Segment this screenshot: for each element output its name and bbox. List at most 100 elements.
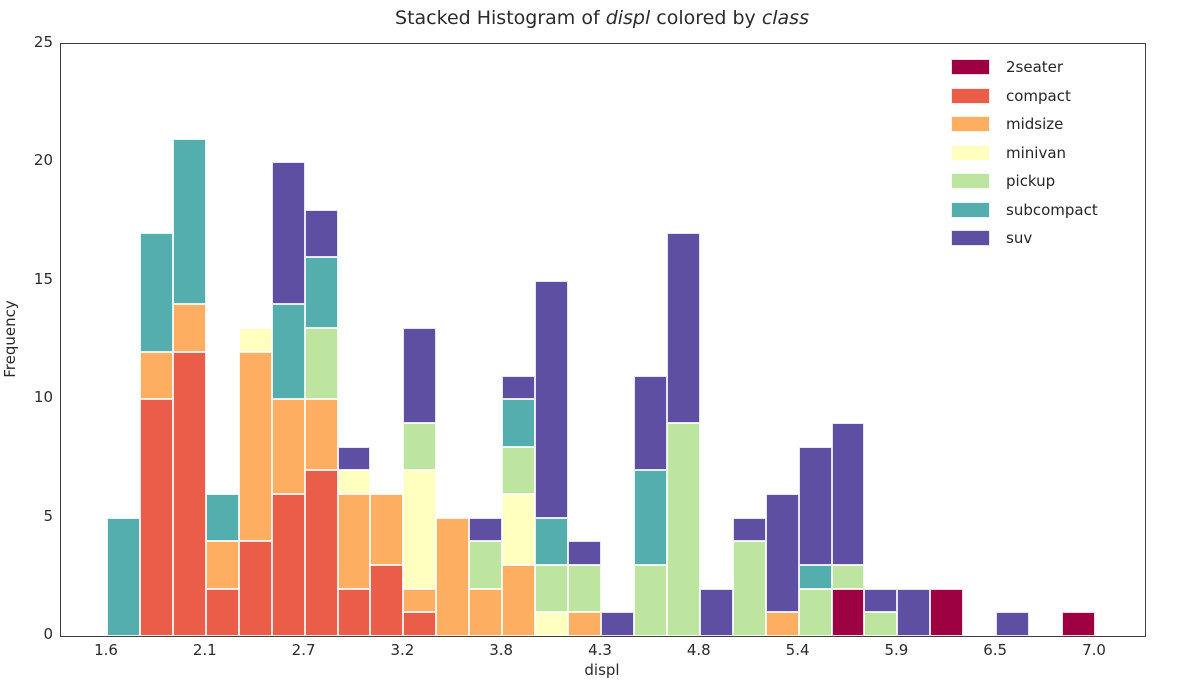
bar-segment-compact — [139, 399, 173, 636]
bar-segment-midsize — [436, 517, 470, 636]
bar-segment-midsize — [271, 399, 305, 494]
legend-label: 2seater — [1006, 58, 1064, 76]
bar-segment-compact — [403, 612, 437, 636]
x-tick-label: 5.4 — [785, 641, 810, 659]
bar-segment-midsize — [502, 564, 536, 636]
bar-segment-minivan — [502, 493, 536, 565]
bar-segment-minivan — [337, 470, 371, 494]
bar-segment-compact — [205, 588, 239, 636]
bar-segment-pickup — [535, 564, 569, 613]
legend-swatch-pickup — [951, 173, 990, 189]
bar-segment-suv — [633, 375, 667, 471]
bar-segment-minivan — [238, 328, 272, 352]
y-tick-label: 15 — [33, 269, 53, 288]
bar-segment-suv — [897, 588, 931, 636]
bar-segment-compact — [238, 541, 272, 636]
bar-segment-suv — [502, 375, 536, 400]
legend-row: pickup — [951, 173, 1098, 189]
bar-segment-2seater — [1062, 612, 1095, 636]
y-axis-title: Frequency — [1, 300, 19, 378]
bar-segment-midsize — [568, 612, 601, 636]
legend-swatch-minivan — [951, 144, 990, 161]
x-tick-label: 1.6 — [94, 641, 118, 659]
bar-segment-subcompact — [798, 564, 832, 589]
y-tick-label: 25 — [33, 33, 53, 51]
bar-segment-midsize — [304, 399, 338, 471]
legend-swatch-compact — [951, 87, 990, 104]
bar-segment-2seater — [930, 588, 964, 636]
bar-segment-midsize — [765, 612, 799, 636]
x-tick-label: 5.9 — [884, 641, 909, 659]
x-tick-label: 2.7 — [291, 641, 316, 659]
x-tick-label: 6.5 — [983, 641, 1008, 659]
legend-swatch-subcompact — [951, 201, 990, 218]
y-tick-label: 20 — [33, 151, 53, 170]
bar-segment-midsize — [469, 588, 503, 636]
bar-segment-pickup — [568, 564, 601, 613]
plot-area — [60, 43, 1146, 637]
x-tick-label: 7.0 — [1082, 641, 1106, 659]
chart-title-variable-class: class — [761, 7, 809, 29]
bar-segment-suv — [732, 517, 766, 542]
bar-segment-pickup — [831, 564, 865, 589]
bar-segment-pickup — [469, 541, 503, 589]
legend-row: suv — [951, 230, 1098, 246]
legend-label: pickup — [1006, 172, 1056, 190]
bar-segment-suv — [996, 612, 1030, 636]
legend-row: minivan — [951, 143, 1098, 162]
bar-segment-suv — [469, 517, 503, 542]
chart-title-prefix: Stacked Histogram of — [395, 7, 606, 29]
y-tick-label: 5 — [43, 506, 53, 525]
bar-segment-minivan — [535, 612, 569, 636]
bar-segment-pickup — [666, 422, 700, 636]
bar-segment-2seater — [831, 588, 865, 636]
legend: 2seater compact midsize minivan pickup subcom… — [951, 59, 1098, 259]
bar-segment-suv — [337, 446, 371, 471]
bar-segment-suv — [765, 493, 799, 613]
bar-segment-midsize — [370, 493, 404, 565]
chart-title-variable-displ: displ — [605, 7, 651, 29]
legend-label: subcompact — [1006, 200, 1098, 219]
bar-segment-subcompact — [107, 517, 140, 636]
bar-segment-midsize — [337, 493, 371, 589]
bar-segment-suv — [271, 162, 305, 305]
chart-title: Stacked Histogram of displ colored by cl… — [60, 7, 1144, 29]
bar-segment-suv — [403, 328, 437, 423]
bar-segment-subcompact — [633, 470, 667, 565]
bar-segment-subcompact — [535, 517, 569, 565]
legend-row: subcompact — [951, 200, 1098, 219]
bar-segment-pickup — [732, 541, 766, 636]
bar-segment-minivan — [403, 470, 437, 589]
x-tick-label: 2.1 — [192, 641, 217, 659]
legend-label: suv — [1006, 229, 1033, 247]
bar-segment-compact — [337, 588, 371, 636]
bar-segment-compact — [271, 493, 305, 636]
x-tick-label: 3.8 — [489, 641, 514, 659]
legend-row: midsize — [951, 116, 1098, 132]
bar-segment-compact — [172, 351, 206, 636]
bar-segment-compact — [370, 564, 404, 636]
x-axis-title: displ — [584, 661, 620, 679]
bar-segment-suv — [864, 588, 898, 613]
bar-segment-subcompact — [172, 138, 206, 305]
x-tick-label: 4.3 — [588, 641, 612, 659]
y-tick-label: 10 — [33, 388, 53, 407]
bar-segment-suv — [798, 446, 832, 565]
bar-segment-subcompact — [271, 304, 305, 400]
bar-segment-subcompact — [205, 493, 239, 542]
legend-swatch-midsize — [951, 116, 990, 132]
bar-segment-subcompact — [139, 233, 173, 352]
x-tick-label: 4.8 — [686, 641, 711, 659]
bar-segment-suv — [699, 588, 733, 636]
legend-label: minivan — [1006, 143, 1067, 162]
bar-segment-suv — [535, 280, 569, 518]
bar-segment-pickup — [864, 612, 898, 636]
bar-segment-subcompact — [502, 399, 536, 447]
bar-segment-suv — [666, 233, 700, 423]
bar-segment-midsize — [238, 351, 272, 542]
bar-segment-suv — [601, 612, 634, 636]
legend-label: compact — [1006, 86, 1071, 105]
bar-segment-subcompact — [304, 257, 338, 329]
bar-segment-pickup — [633, 564, 667, 636]
